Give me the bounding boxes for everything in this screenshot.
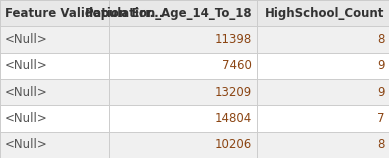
Text: <Null>: <Null> xyxy=(5,138,47,151)
Text: 10206: 10206 xyxy=(215,138,252,151)
Text: <Null>: <Null> xyxy=(5,86,47,99)
Text: Population_Age_14_To_18: Population_Age_14_To_18 xyxy=(84,7,252,20)
Bar xyxy=(0,79,109,105)
Text: 8: 8 xyxy=(377,33,384,46)
Text: Feature Validation Err...: Feature Validation Err... xyxy=(5,7,163,20)
Bar xyxy=(257,26,389,53)
Text: <Null>: <Null> xyxy=(5,33,47,46)
Bar xyxy=(109,26,257,53)
Text: <Null>: <Null> xyxy=(5,112,47,125)
Bar xyxy=(257,53,389,79)
Bar xyxy=(109,79,257,105)
Bar xyxy=(0,26,109,53)
Text: <Null>: <Null> xyxy=(5,59,47,72)
Text: 8: 8 xyxy=(377,138,384,151)
Text: HighSchool_Count: HighSchool_Count xyxy=(265,7,384,20)
Text: 9: 9 xyxy=(377,86,384,99)
Text: 14804: 14804 xyxy=(215,112,252,125)
Bar xyxy=(0,132,109,158)
Bar xyxy=(0,0,109,26)
Bar xyxy=(257,132,389,158)
Bar xyxy=(0,105,109,132)
Bar xyxy=(0,53,109,79)
Bar xyxy=(109,105,257,132)
Bar xyxy=(257,79,389,105)
Text: 7460: 7460 xyxy=(222,59,252,72)
Text: 7: 7 xyxy=(377,112,384,125)
Bar xyxy=(109,53,257,79)
Bar xyxy=(257,105,389,132)
Text: 11398: 11398 xyxy=(215,33,252,46)
Text: 13209: 13209 xyxy=(215,86,252,99)
Bar xyxy=(257,0,389,26)
Bar xyxy=(109,132,257,158)
Text: 9: 9 xyxy=(377,59,384,72)
Bar xyxy=(109,0,257,26)
